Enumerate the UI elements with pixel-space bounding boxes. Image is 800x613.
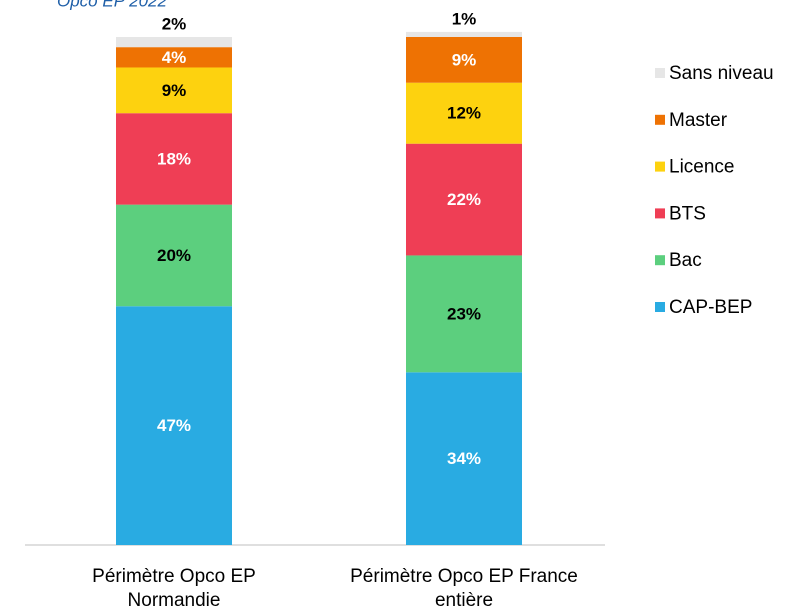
legend-label: BTS: [669, 203, 706, 224]
legend-label: Sans niveau: [669, 63, 774, 84]
data-label: 18%: [157, 149, 191, 168]
bar-segment: [116, 47, 232, 68]
bar-segment: [116, 37, 232, 48]
legend-label: Master: [669, 110, 728, 131]
data-label: 12%: [447, 104, 481, 123]
x-tick-label: Périmètre Opco EP France entière: [350, 566, 578, 611]
bar-segment: [406, 31, 522, 37]
data-label: 9%: [162, 81, 187, 100]
x-tick-label: Périmètre Opco EP Normandie: [92, 566, 256, 611]
data-label: 2%: [162, 14, 187, 33]
data-label: 22%: [447, 190, 481, 209]
legend-swatch: [655, 68, 665, 78]
bar-segment: [116, 306, 232, 545]
legend-label: CAP-BEP: [669, 297, 752, 318]
bar-segment: [406, 143, 522, 256]
bar-segment: [406, 255, 522, 373]
legend-swatch: [655, 255, 665, 266]
data-label: 34%: [447, 449, 481, 468]
legend-label: Bac: [669, 250, 702, 271]
data-label: 1%: [452, 9, 477, 28]
data-label: 4%: [162, 48, 187, 67]
bar-segment: [116, 204, 232, 307]
bar-segment: [406, 82, 522, 144]
legend-label: Licence: [669, 157, 735, 178]
legend-swatch: [655, 114, 665, 125]
data-label: 20%: [157, 246, 191, 265]
bar-segment: [406, 372, 522, 545]
data-label: 23%: [447, 304, 481, 323]
bar-segment: [406, 37, 522, 83]
legend-swatch: [655, 208, 665, 219]
bar-segment: [116, 113, 232, 205]
bar-segment: [116, 67, 232, 114]
chart-subtitle: Opco EP 2022: [57, 0, 167, 10]
legend-swatch: [655, 302, 665, 312]
data-label: 47%: [157, 416, 191, 435]
data-label: 9%: [452, 50, 477, 69]
legend-swatch: [655, 161, 665, 172]
